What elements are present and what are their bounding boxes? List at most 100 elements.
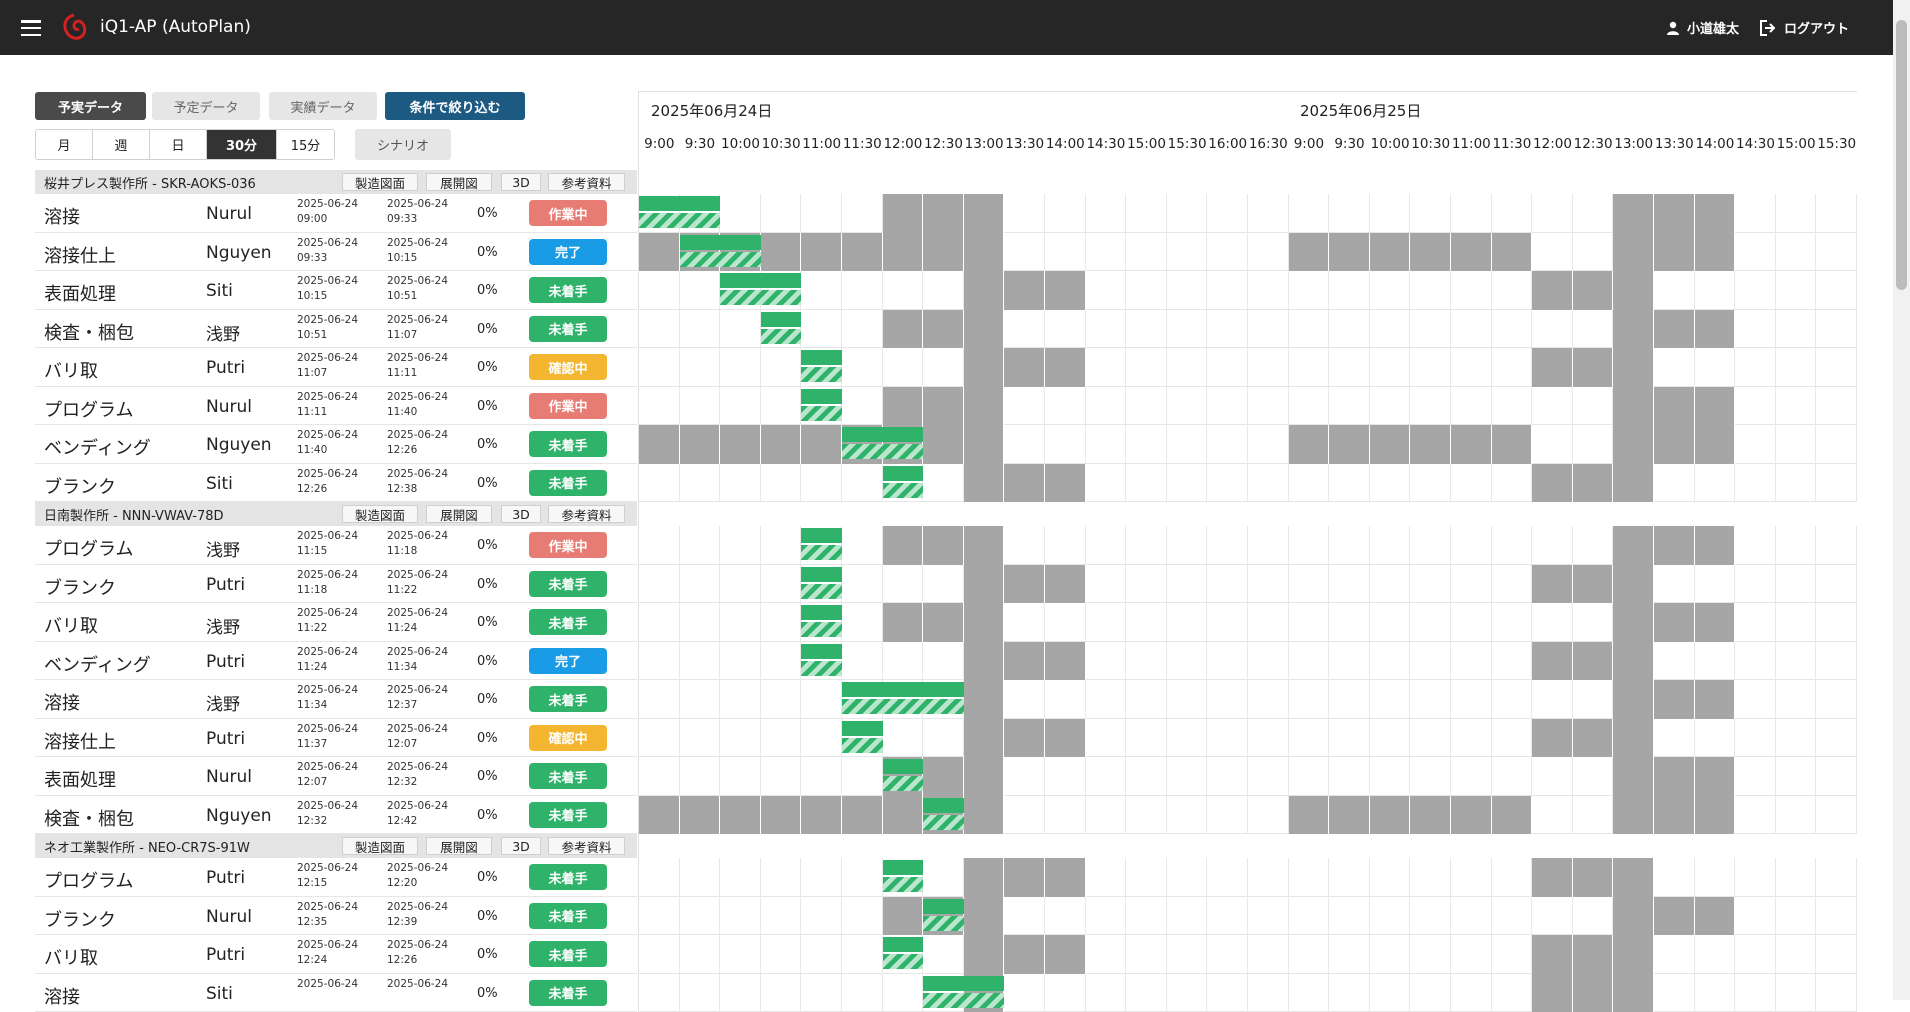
gantt-cell[interactable]	[1695, 974, 1736, 1012]
gantt-cell[interactable]	[1045, 194, 1086, 233]
gantt-cell-off[interactable]	[1289, 425, 1330, 464]
gantt-cell[interactable]	[1776, 858, 1817, 897]
gantt-cell[interactable]	[1167, 194, 1208, 233]
gantt-cell[interactable]	[639, 897, 680, 936]
gantt-cell-off[interactable]	[1573, 348, 1614, 387]
gantt-cell[interactable]	[1532, 425, 1573, 464]
gantt-cell[interactable]	[1492, 387, 1533, 426]
gantt-cell[interactable]	[761, 526, 802, 565]
gantt-cell[interactable]	[883, 974, 924, 1012]
gantt-cell[interactable]	[801, 194, 842, 233]
gantt-cell[interactable]	[1370, 387, 1411, 426]
gantt-cell[interactable]	[1126, 194, 1167, 233]
gantt-cell[interactable]	[1289, 757, 1330, 796]
gantt-cell-off[interactable]	[883, 897, 924, 936]
gantt-cell-off[interactable]	[1532, 935, 1573, 974]
gantt-cell[interactable]	[801, 310, 842, 349]
planned-bar[interactable]	[923, 899, 964, 914]
gantt-cell[interactable]	[1126, 935, 1167, 974]
gantt-cell[interactable]	[1816, 194, 1857, 233]
gantt-cell[interactable]	[1776, 233, 1817, 272]
gantt-cell[interactable]	[1248, 271, 1289, 310]
gantt-cell[interactable]	[1329, 642, 1370, 681]
gantt-cell[interactable]	[639, 464, 680, 503]
status-badge[interactable]: 完了	[529, 239, 607, 265]
gantt-cell[interactable]	[1654, 642, 1695, 681]
gantt-cell[interactable]	[1126, 526, 1167, 565]
gantt-cell[interactable]	[1207, 194, 1248, 233]
gantt-cell[interactable]	[1086, 425, 1127, 464]
gantt-cell[interactable]	[1167, 565, 1208, 604]
gantt-cell-off[interactable]	[883, 526, 924, 565]
gantt-cell-off[interactable]	[639, 796, 680, 835]
gantt-cell[interactable]	[1451, 719, 1492, 758]
actual-bar[interactable]	[883, 954, 924, 969]
gantt-cell[interactable]	[801, 858, 842, 897]
gantt-cell[interactable]	[1004, 603, 1045, 642]
gantt-cell[interactable]	[1370, 348, 1411, 387]
gantt-cell[interactable]	[1086, 233, 1127, 272]
gantt-cell[interactable]	[1329, 526, 1370, 565]
gantt-cell[interactable]	[842, 935, 883, 974]
gantt-cell[interactable]	[720, 464, 761, 503]
gantt-cell-off[interactable]	[1695, 233, 1736, 272]
gantt-cell-off[interactable]	[1289, 233, 1330, 272]
gantt-cell[interactable]	[1451, 387, 1492, 426]
gantt-cell[interactable]	[1410, 271, 1451, 310]
gantt-cell[interactable]	[1167, 935, 1208, 974]
gantt-cell[interactable]	[1735, 935, 1776, 974]
gantt-cell-off[interactable]	[1613, 387, 1654, 426]
gantt-cell[interactable]	[842, 310, 883, 349]
gantt-cell[interactable]	[1573, 757, 1614, 796]
gantt-cell[interactable]	[1816, 897, 1857, 936]
gantt-cell[interactable]	[1816, 935, 1857, 974]
gantt-cell[interactable]	[1410, 974, 1451, 1012]
status-badge[interactable]: 未着手	[529, 941, 607, 967]
gantt-cell[interactable]	[1126, 642, 1167, 681]
gantt-cell[interactable]	[1573, 680, 1614, 719]
gantt-cell-off[interactable]	[964, 719, 1005, 758]
gantt-cell[interactable]	[1816, 719, 1857, 758]
gantt-cell[interactable]	[1207, 897, 1248, 936]
gantt-cell[interactable]	[1370, 464, 1411, 503]
gantt-cell[interactable]	[1289, 464, 1330, 503]
gantt-cell[interactable]	[1207, 425, 1248, 464]
actual-bar[interactable]	[639, 213, 720, 228]
gantt-cell[interactable]	[1451, 565, 1492, 604]
gantt-cell[interactable]	[1410, 935, 1451, 974]
gantt-cell[interactable]	[761, 464, 802, 503]
gantt-cell-off[interactable]	[1654, 310, 1695, 349]
gantt-cell-off[interactable]	[1573, 271, 1614, 310]
gantt-cell[interactable]	[1086, 680, 1127, 719]
gantt-cell-off[interactable]	[1289, 796, 1330, 835]
gantt-cell-off[interactable]	[964, 271, 1005, 310]
gantt-cell[interactable]	[1086, 271, 1127, 310]
gantt-cell[interactable]	[1004, 233, 1045, 272]
gantt-cell[interactable]	[1816, 858, 1857, 897]
gantt-cell[interactable]	[842, 464, 883, 503]
actual-bar[interactable]	[680, 252, 761, 267]
gantt-cell[interactable]	[1410, 858, 1451, 897]
gantt-cell[interactable]	[1816, 387, 1857, 426]
gantt-cell[interactable]	[1695, 719, 1736, 758]
gantt-cell[interactable]	[1248, 233, 1289, 272]
gantt-cell[interactable]	[923, 719, 964, 758]
gantt-cell[interactable]	[1207, 719, 1248, 758]
status-badge[interactable]: 未着手	[529, 277, 607, 303]
gantt-cell-off[interactable]	[883, 194, 924, 233]
gantt-cell[interactable]	[1289, 271, 1330, 310]
gantt-cell[interactable]	[923, 935, 964, 974]
gantt-cell[interactable]	[1735, 680, 1776, 719]
planned-bar[interactable]	[883, 937, 924, 952]
gantt-cell[interactable]	[1248, 719, 1289, 758]
gantt-cell[interactable]	[923, 565, 964, 604]
gantt-cell[interactable]	[1776, 271, 1817, 310]
gantt-cell-off[interactable]	[1613, 526, 1654, 565]
gantt-cell-off[interactable]	[639, 233, 680, 272]
gantt-cell[interactable]	[1735, 719, 1776, 758]
gantt-cell-off[interactable]	[801, 233, 842, 272]
development-view-button[interactable]: 展開図	[426, 173, 492, 191]
gantt-cell[interactable]	[1735, 565, 1776, 604]
